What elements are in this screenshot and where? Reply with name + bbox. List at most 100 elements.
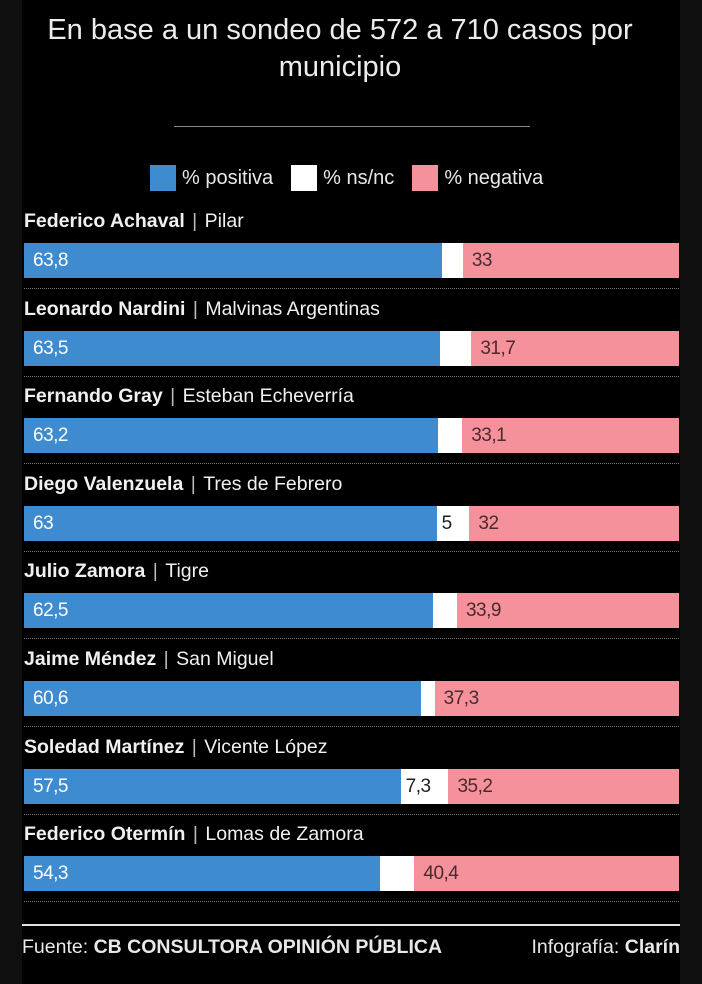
bar-segment-nsnc <box>439 330 472 366</box>
legend: % positiva % ns/nc % negativa <box>150 164 561 192</box>
bar-segment-nsnc <box>420 681 436 716</box>
data-label-positiva: 63,2 <box>33 425 68 447</box>
data-label-negativa: 33,9 <box>465 600 501 622</box>
row-label: Julio Zamora | Tigre <box>24 560 209 583</box>
legend-item-nsnc: % ns/nc <box>291 165 394 191</box>
label-separator: | <box>186 210 203 232</box>
bar-segment-nsnc <box>379 856 415 892</box>
credit-prefix: Infografía: <box>531 936 620 958</box>
municipality-name: Tigre <box>165 560 209 583</box>
municipality-name: Pilar <box>204 210 244 232</box>
data-label-negativa: 40,4 <box>423 863 459 885</box>
row-label: Diego Valenzuela | Tres de Febrero <box>24 473 342 496</box>
chart-panel <box>22 0 680 984</box>
chart-title: En base a un sondeo de 572 a 710 casos p… <box>47 14 633 83</box>
bar-segment-positiva <box>24 593 434 629</box>
stacked-bar: 63,5 31,7 <box>24 330 680 366</box>
legend-swatch-negativa <box>412 165 439 191</box>
stacked-bar: 54,3 40,4 <box>24 856 680 892</box>
data-label-positiva: 63 <box>33 512 54 534</box>
row-divider <box>24 463 679 465</box>
bar-row: Diego Valenzuela | Tres de Febrero 63 5 32 <box>24 471 680 559</box>
label-separator: | <box>186 735 203 758</box>
bar-segment-negativa <box>448 768 680 804</box>
bar-segment-nsnc <box>400 768 449 804</box>
municipality-name: Tres de Febrero <box>203 472 343 495</box>
stacked-bar: 63,8 33 <box>24 243 680 278</box>
legend-label-positiva: % positiva <box>182 166 274 189</box>
bar-row: Leonardo Nardini | Malvinas Argentinas 63… <box>24 296 680 384</box>
label-separator: | <box>187 823 204 846</box>
data-label-positiva: 62,5 <box>33 600 68 622</box>
candidate-name: Federico Otermín <box>24 823 186 846</box>
label-separator: | <box>158 648 175 670</box>
municipality-name: San Miguel <box>176 648 274 670</box>
candidate-name: Diego Valenzuela <box>24 472 184 495</box>
bar-row: Soledad Martínez | Vicente López 57,5 7,3 3… <box>24 734 680 822</box>
data-label-negativa: 31,7 <box>480 337 516 359</box>
legend-label-nsnc: % ns/nc <box>323 166 395 189</box>
bar-segment-negativa <box>471 330 680 366</box>
bar-row: Federico Achaval | Pilar 63,8 33 <box>24 208 680 296</box>
row-divider <box>24 638 679 640</box>
data-label-negativa: 33 <box>471 250 493 271</box>
label-separator: | <box>185 472 202 495</box>
data-label-positiva: 63,5 <box>33 337 68 359</box>
bar-segment-positiva <box>24 243 443 278</box>
bar-segment-negativa <box>462 418 680 454</box>
bar-segment-negativa <box>469 505 680 541</box>
bar-segment-positiva <box>24 330 441 366</box>
bar-segment-positiva <box>24 856 381 892</box>
bar-segment-negativa <box>456 593 680 629</box>
bar-row: Julio Zamora | Tigre 62,5 33,9 <box>24 558 680 646</box>
bar-segment-nsnc <box>437 418 463 454</box>
data-label-negativa: 35,2 <box>457 775 493 797</box>
data-label-positiva: 54,3 <box>33 863 68 885</box>
label-separator: | <box>187 297 204 320</box>
data-label-negativa: 32 <box>478 512 499 534</box>
source-credit: Fuente: CB CONSULTORA OPINIÓN PÚBLICA <box>22 936 442 959</box>
bar-segment-negativa <box>434 681 680 716</box>
legend-swatch-nsnc <box>291 165 318 191</box>
infographic-credit: Infografía: Clarín <box>532 936 681 959</box>
stacked-bar: 57,5 7,3 35,2 <box>24 768 680 804</box>
footer: Fuente: CB CONSULTORA OPINIÓN PÚBLICA In… <box>22 936 680 966</box>
municipality-name: Vicente López <box>204 735 328 758</box>
legend-item-positiva: % positiva <box>150 165 273 191</box>
bar-segment-positiva <box>24 768 402 804</box>
row-divider <box>24 288 679 289</box>
row-divider <box>24 726 679 727</box>
bar-segment-negativa <box>414 856 680 892</box>
municipality-name: Malvinas Argentinas <box>205 297 380 320</box>
data-label-positiva: 57,5 <box>33 775 68 797</box>
data-label-negativa: 33,1 <box>471 425 507 447</box>
source-prefix: Fuente: <box>22 936 89 958</box>
row-divider <box>24 375 679 377</box>
legend-item-negativa: % negativa <box>412 165 543 191</box>
source-name: CB CONSULTORA OPINIÓN PÚBLICA <box>93 936 443 958</box>
municipality-name: Lomas de Zamora <box>205 823 364 846</box>
bar-segment-negativa <box>462 243 680 278</box>
data-label-nsnc: 7,3 <box>405 775 431 797</box>
label-separator: | <box>147 560 164 583</box>
credit-name: Clarín <box>624 936 680 958</box>
candidate-name: Jaime Méndez <box>24 648 157 670</box>
stacked-bar: 60,6 37,3 <box>24 681 680 716</box>
stacked-bar: 62,5 33,9 <box>24 593 680 629</box>
data-label-positiva: 60,6 <box>33 688 68 709</box>
row-divider <box>24 813 679 815</box>
label-separator: | <box>164 385 181 408</box>
row-label: Leonardo Nardini | Malvinas Argentinas <box>24 298 380 321</box>
bar-segment-nsnc <box>433 593 458 629</box>
footer-divider <box>22 924 680 926</box>
bar-segment-nsnc <box>441 243 464 278</box>
bar-segment-positiva <box>24 418 439 454</box>
bar-segment-positiva <box>24 681 422 716</box>
legend-swatch-positiva <box>150 165 176 191</box>
candidate-name: Julio Zamora <box>24 560 146 583</box>
candidate-name: Federico Achaval <box>24 210 185 232</box>
bar-row: Federico Otermín | Lomas de Zamora 54,3 40… <box>24 821 680 909</box>
stacked-bar: 63 5 32 <box>24 505 680 541</box>
bar-segment-nsnc <box>436 505 470 541</box>
data-label-positiva: 63,8 <box>33 250 68 271</box>
